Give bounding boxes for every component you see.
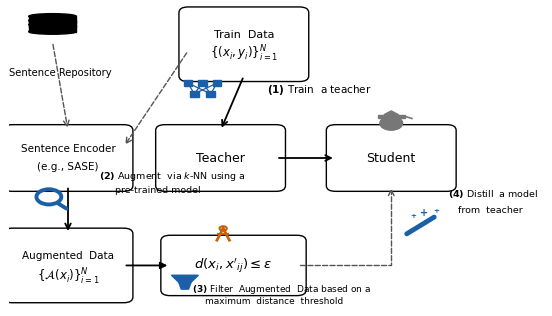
- Text: +: +: [411, 214, 416, 219]
- Text: +: +: [420, 208, 428, 218]
- Bar: [29, 21, 76, 27]
- Text: Sentence Repository: Sentence Repository: [9, 68, 112, 78]
- FancyBboxPatch shape: [326, 125, 456, 191]
- FancyBboxPatch shape: [179, 7, 309, 82]
- Text: Augmented  Data: Augmented Data: [22, 251, 114, 261]
- FancyBboxPatch shape: [3, 228, 133, 303]
- Bar: [184, 80, 193, 86]
- Bar: [29, 25, 76, 32]
- Text: $d(x_i, x'_{ij}) \leq \epsilon$: $d(x_i, x'_{ij}) \leq \epsilon$: [194, 256, 273, 275]
- Polygon shape: [384, 111, 399, 118]
- Bar: [198, 80, 207, 86]
- Ellipse shape: [29, 29, 76, 34]
- Text: $\left\{\mathcal{A}(x_i)\right\}_{i=1}^{N}$: $\left\{\mathcal{A}(x_i)\right\}_{i=1}^{…: [36, 266, 99, 287]
- Bar: [378, 115, 405, 118]
- Text: +: +: [433, 208, 439, 214]
- Text: Sentence Encoder: Sentence Encoder: [20, 143, 115, 154]
- Polygon shape: [179, 282, 191, 289]
- Text: $\mathbf{(4)}$ Distill  a model: $\mathbf{(4)}$ Distill a model: [448, 188, 539, 200]
- Bar: [206, 91, 215, 97]
- Text: Teacher: Teacher: [196, 151, 245, 165]
- FancyBboxPatch shape: [3, 125, 133, 191]
- Text: maximum  distance  threshold: maximum distance threshold: [205, 297, 343, 306]
- Bar: [213, 80, 221, 86]
- Text: pre-trained model: pre-trained model: [115, 186, 200, 195]
- Text: Student: Student: [367, 151, 416, 165]
- Text: $\mathbf{(2)}$ Augment  via $k$-NN using a: $\mathbf{(2)}$ Augment via $k$-NN using …: [99, 170, 246, 184]
- Text: $\left\{(x_i, y_i)\right\}_{i=1}^{N}$: $\left\{(x_i, y_i)\right\}_{i=1}^{N}$: [210, 44, 278, 64]
- Text: (e.g., SASE): (e.g., SASE): [37, 162, 99, 172]
- Text: $\mathbf{(1)}$ Train  a teacher: $\mathbf{(1)}$ Train a teacher: [267, 83, 371, 97]
- Polygon shape: [172, 275, 198, 282]
- Text: from  teacher: from teacher: [459, 206, 523, 215]
- Text: $\mathbf{(3)}$ Filter  Augmented  Data based on a: $\mathbf{(3)}$ Filter Augmented Data bas…: [192, 283, 371, 296]
- Circle shape: [380, 116, 402, 130]
- Ellipse shape: [29, 22, 76, 27]
- Bar: [190, 91, 199, 97]
- FancyBboxPatch shape: [156, 125, 285, 191]
- FancyBboxPatch shape: [161, 235, 306, 296]
- Ellipse shape: [29, 14, 76, 19]
- Ellipse shape: [29, 18, 76, 23]
- Bar: [29, 16, 76, 23]
- Text: Train  Data: Train Data: [214, 30, 274, 40]
